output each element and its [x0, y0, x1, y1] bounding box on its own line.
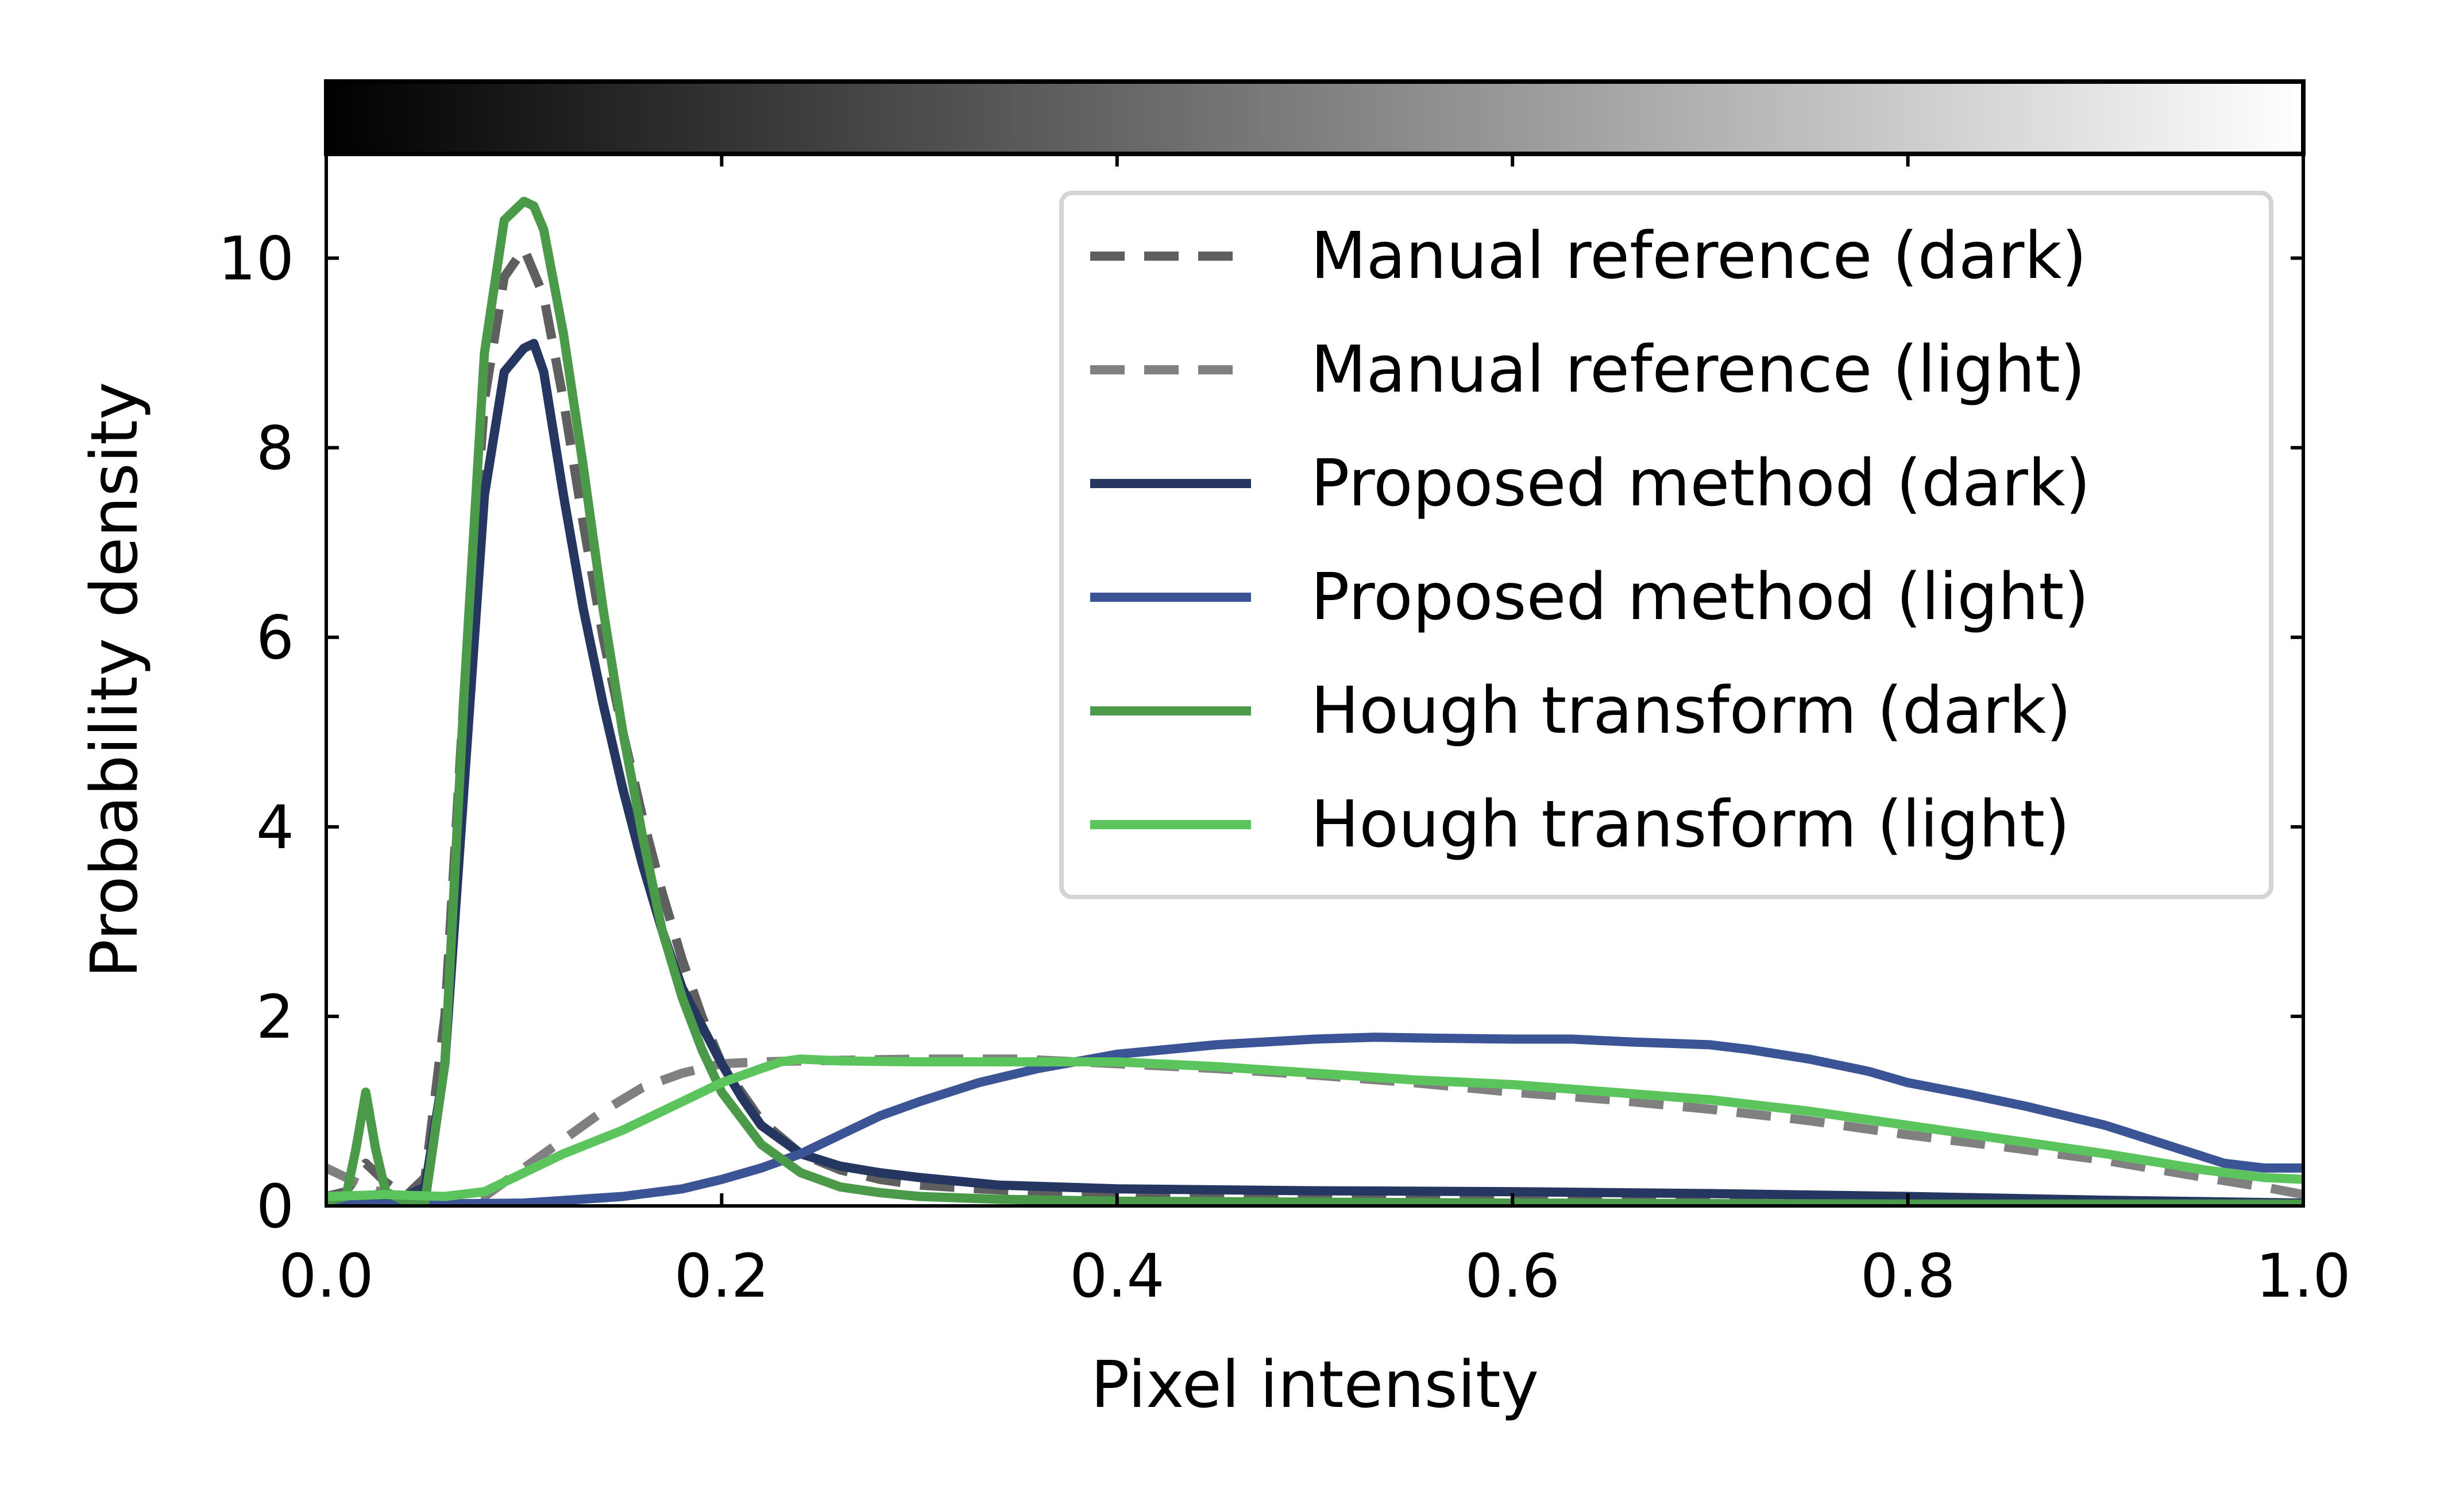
x-tick-label: 0.6	[1465, 1241, 1559, 1311]
x-tick-label: 0.0	[279, 1241, 373, 1311]
series-layer	[326, 196, 2303, 1206]
series-line-4	[326, 1033, 2303, 1206]
y-tick-label: 0	[256, 1171, 294, 1242]
legend-box	[1059, 191, 2273, 899]
legend-label: Proposed method (dark)	[1311, 446, 2090, 521]
y-tick-label: 8	[256, 413, 294, 484]
x-tick-label: 0.2	[674, 1241, 769, 1311]
legend-label: Hough transform (light)	[1311, 787, 2070, 862]
x-axis-label: Pixel intensity	[1091, 1348, 1539, 1422]
y-tick-label: 4	[256, 792, 294, 863]
legend-label: Proposed method (light)	[1311, 560, 2089, 635]
x-tick-label: 1.0	[2256, 1241, 2350, 1311]
y-tick-label: 6	[256, 603, 294, 673]
y-tick-label: 2	[256, 982, 294, 1052]
legend-label: Hough transform (dark)	[1311, 674, 2071, 748]
series-line-6	[326, 1054, 2303, 1201]
x-axis: 0.0 0.2 0.4 0.6 0.8 1.0	[279, 154, 2351, 1311]
plot-frame	[325, 152, 2305, 1208]
legend-label: Manual reference (dark)	[1311, 219, 2087, 293]
legend-label: Manual reference (light)	[1311, 332, 2086, 407]
y-axis: 0 2 4 6 8 10	[218, 224, 2303, 1242]
y-axis-label: Probability density	[78, 382, 152, 978]
legend: Manual reference (dark) Manual reference …	[1059, 191, 2273, 899]
x-tick-label: 0.4	[1070, 1241, 1164, 1311]
y-tick-label: 10	[218, 224, 294, 294]
intensity-colorbar	[324, 79, 2306, 156]
x-tick-label: 0.8	[1860, 1241, 1955, 1311]
